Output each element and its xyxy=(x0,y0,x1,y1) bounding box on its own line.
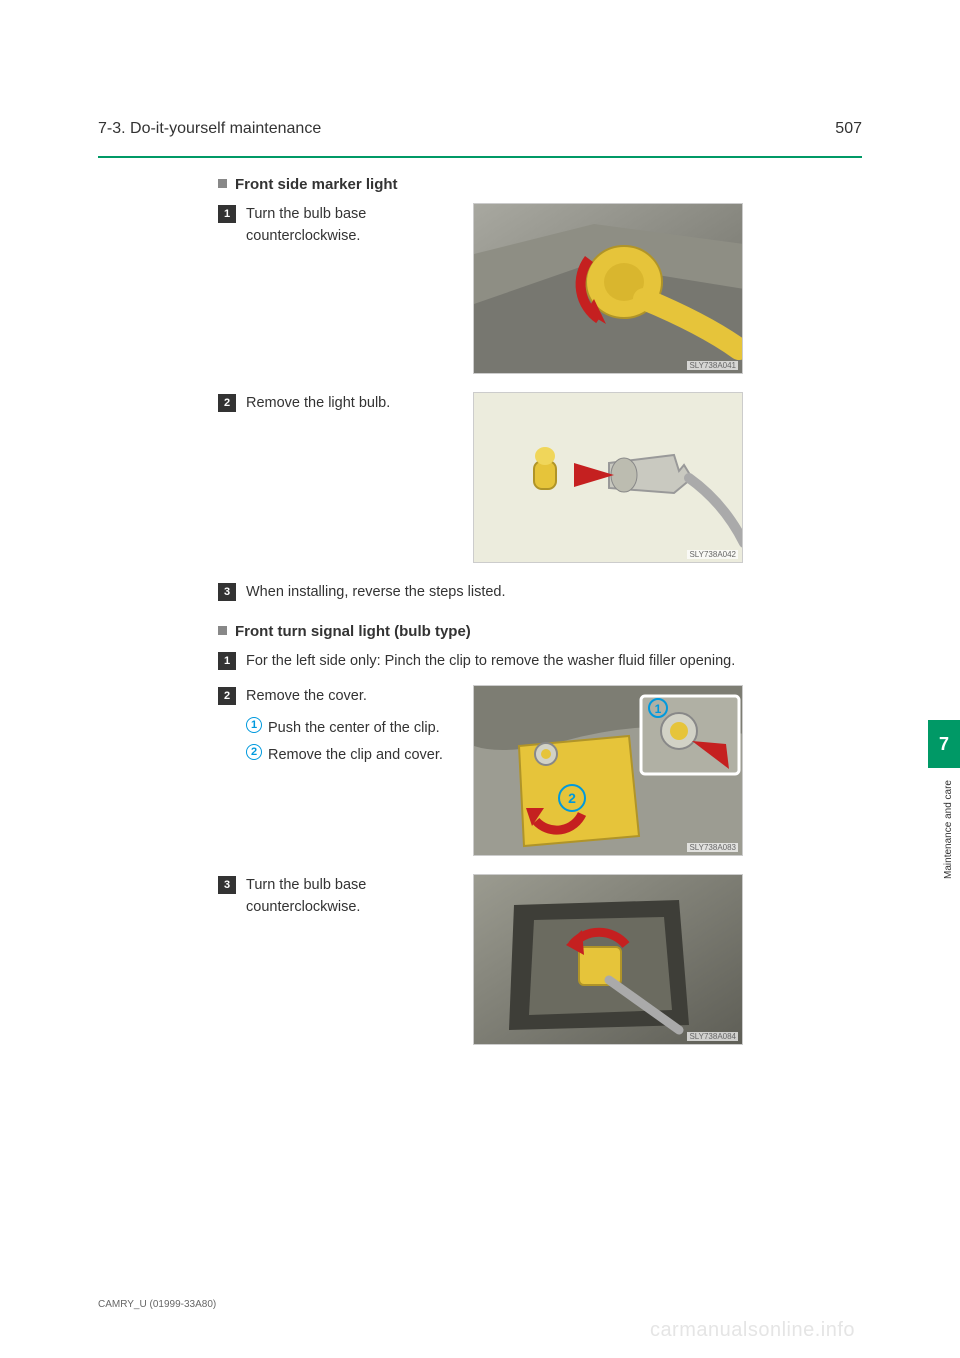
step-number-box: 2 xyxy=(218,394,236,412)
step-text: Turn the bulb base counterclockwise. xyxy=(246,203,453,248)
step-text: Turn the bulb base counterclockwise. xyxy=(246,874,453,919)
step-text: When installing, reverse the steps liste… xyxy=(246,581,506,603)
step-number-box: 2 xyxy=(218,687,236,705)
breadcrumb: 7-3. Do-it-yourself maintenance xyxy=(98,120,321,138)
substep-text: Push the center of the clip. xyxy=(268,717,440,739)
figure-code: SLY738A041 xyxy=(687,361,738,370)
page-header: 7-3. Do-it-yourself maintenance 507 xyxy=(98,120,862,138)
step-text: For the left side only: Pinch the clip t… xyxy=(246,650,735,672)
step-number-box: 3 xyxy=(218,876,236,894)
figure-remove-cover: 2 1 SLY738A083 xyxy=(473,685,743,856)
step-text: Remove the cover. xyxy=(246,685,367,707)
step-number-box: 1 xyxy=(218,205,236,223)
svg-text:1: 1 xyxy=(655,702,662,716)
section-divider xyxy=(98,156,862,158)
figure-remove-bulb: SLY738A042 xyxy=(473,392,743,563)
page-number: 507 xyxy=(835,120,862,138)
square-bullet-icon xyxy=(218,626,227,635)
svg-text:2: 2 xyxy=(568,790,576,806)
substep-text: Remove the clip and cover. xyxy=(268,744,443,766)
figure-code: SLY738A084 xyxy=(687,1032,738,1041)
substep-row: 2 Remove the clip and cover. xyxy=(218,744,453,766)
step-row: 2 Remove the light bulb. xyxy=(218,392,453,414)
chapter-label: Maintenance and care xyxy=(943,780,954,879)
subheading-front-turn-signal: Front turn signal light (bulb type) xyxy=(218,623,862,640)
square-bullet-icon xyxy=(218,179,227,188)
step-text: Remove the light bulb. xyxy=(246,392,390,414)
step-row: 1 For the left side only: Pinch the clip… xyxy=(218,650,748,672)
step-number-box: 3 xyxy=(218,583,236,601)
figure-side-marker-base: SLY738A041 xyxy=(473,203,743,374)
subheading-front-side-marker: Front side marker light xyxy=(218,176,862,193)
footer-doc-code: CAMRY_U (01999-33A80) xyxy=(98,1299,216,1310)
chapter-tab: 7 xyxy=(928,720,960,768)
substep-row: 1 Push the center of the clip. xyxy=(218,717,453,739)
step-number-box: 1 xyxy=(218,652,236,670)
circled-number-icon: 2 xyxy=(246,744,262,760)
circled-number-icon: 1 xyxy=(246,717,262,733)
figure-turn-signal-base: SLY738A084 xyxy=(473,874,743,1045)
chapter-number: 7 xyxy=(939,734,949,755)
figure-code: SLY738A083 xyxy=(687,843,738,852)
step-row: 1 Turn the bulb base counterclockwise. xyxy=(218,203,453,248)
step-row: 2 Remove the cover. xyxy=(218,685,453,707)
step-row: 3 When installing, reverse the steps lis… xyxy=(218,581,862,603)
figure-code: SLY738A042 xyxy=(687,550,738,559)
step-row: 3 Turn the bulb base counterclockwise. xyxy=(218,874,453,919)
watermark: carmanualsonline.info xyxy=(650,1319,855,1342)
